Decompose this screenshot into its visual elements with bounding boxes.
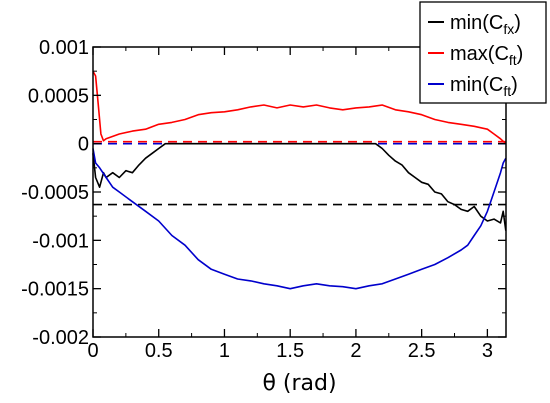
y-tick-label: 0: [78, 134, 89, 156]
y-tick-label: -0.002: [32, 327, 89, 349]
series-line-3: [92, 148, 507, 290]
x-tick-label: 2.5: [408, 340, 436, 362]
x-tick-label: 1.5: [276, 340, 304, 362]
x-axis-title: θ (rad): [262, 371, 336, 396]
legend-label-1: min(Cfx): [450, 12, 521, 37]
x-tick-label: 0: [87, 340, 98, 362]
legend-label-3: min(Cft): [450, 74, 518, 99]
x-tick-label: 0.5: [145, 340, 173, 362]
y-tick-label: -0.0005: [21, 182, 89, 204]
y-tick-label: -0.0015: [21, 279, 89, 301]
legend-label-2: max(Cft): [450, 43, 523, 68]
series-line-1: [92, 142, 507, 231]
series-line-2: [92, 70, 507, 145]
x-tick-label: 3: [482, 340, 493, 362]
legend: min(Cfx) max(Cft) min(Cft): [419, 1, 547, 104]
y-tick-label: -0.001: [32, 230, 89, 252]
x-tick-label: 1: [219, 340, 230, 362]
plot-area: [92, 70, 507, 290]
y-tick-label: 0.0005: [28, 85, 89, 107]
axis-ticks: 0 0.5 1 1.5 2 2.5 3 0.001 0.0005 0 -0.0005 -0.001 -0…: [21, 37, 506, 362]
y-tick-label: 0.001: [39, 37, 89, 59]
x-tick-label: 2: [350, 340, 361, 362]
